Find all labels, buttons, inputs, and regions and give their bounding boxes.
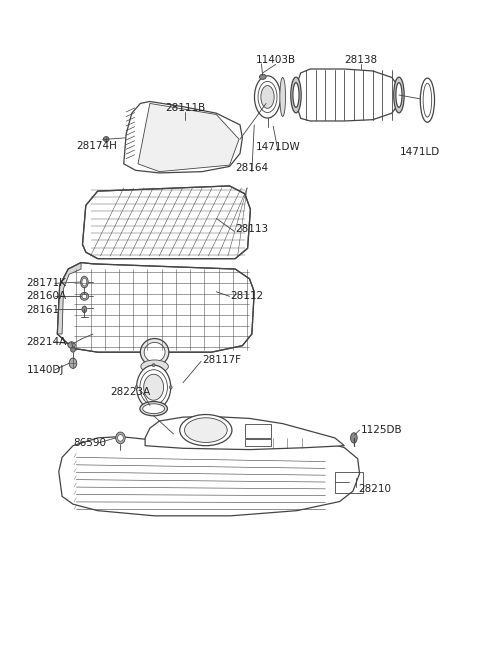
Polygon shape <box>59 433 360 516</box>
Polygon shape <box>57 263 81 334</box>
Polygon shape <box>145 417 344 449</box>
Polygon shape <box>138 103 239 172</box>
Ellipse shape <box>71 347 75 352</box>
Text: 28138: 28138 <box>345 55 378 65</box>
Ellipse shape <box>291 77 301 113</box>
Ellipse shape <box>396 83 402 107</box>
Ellipse shape <box>350 433 357 443</box>
Text: 28164: 28164 <box>235 163 268 174</box>
Ellipse shape <box>82 294 87 299</box>
Polygon shape <box>124 102 242 173</box>
Ellipse shape <box>68 342 75 348</box>
Ellipse shape <box>261 86 274 108</box>
Text: 1140DJ: 1140DJ <box>26 365 64 375</box>
Ellipse shape <box>143 404 165 413</box>
Ellipse shape <box>280 77 286 117</box>
Polygon shape <box>57 263 254 352</box>
Ellipse shape <box>140 339 169 365</box>
Ellipse shape <box>116 432 125 443</box>
Ellipse shape <box>80 292 89 300</box>
Ellipse shape <box>293 83 299 107</box>
Ellipse shape <box>103 136 109 141</box>
Ellipse shape <box>258 81 277 113</box>
Ellipse shape <box>254 76 281 118</box>
Text: 28111B: 28111B <box>165 103 205 113</box>
Text: 11403B: 11403B <box>255 55 296 65</box>
Ellipse shape <box>152 364 155 367</box>
Ellipse shape <box>152 407 155 411</box>
Text: 28113: 28113 <box>235 224 268 234</box>
Ellipse shape <box>69 358 77 368</box>
Text: 1471LD: 1471LD <box>400 147 441 157</box>
Bar <box>245 440 271 445</box>
Ellipse shape <box>184 418 227 442</box>
Ellipse shape <box>82 306 87 312</box>
Bar <box>245 424 271 438</box>
Ellipse shape <box>140 402 168 416</box>
Text: 28223A: 28223A <box>110 388 150 398</box>
Text: 28112: 28112 <box>230 291 264 301</box>
Text: 28214A: 28214A <box>26 337 67 346</box>
Polygon shape <box>83 186 251 259</box>
Text: 28171K: 28171K <box>26 278 66 288</box>
Ellipse shape <box>260 74 266 79</box>
Ellipse shape <box>118 435 123 441</box>
Text: 86590: 86590 <box>73 438 106 448</box>
Ellipse shape <box>144 343 165 362</box>
Text: 28117F: 28117F <box>202 355 241 365</box>
Text: 28210: 28210 <box>359 483 392 494</box>
Text: 28174H: 28174H <box>76 141 117 151</box>
Polygon shape <box>296 69 399 121</box>
Ellipse shape <box>141 360 168 373</box>
Ellipse shape <box>82 278 87 286</box>
Text: 1471DW: 1471DW <box>255 142 300 152</box>
Ellipse shape <box>420 78 434 122</box>
Ellipse shape <box>135 386 138 389</box>
Ellipse shape <box>423 83 432 117</box>
Ellipse shape <box>144 374 164 400</box>
Ellipse shape <box>394 77 404 113</box>
Ellipse shape <box>140 369 168 405</box>
Text: 28161: 28161 <box>26 305 60 315</box>
Ellipse shape <box>137 365 171 409</box>
Ellipse shape <box>81 276 88 288</box>
Bar <box>335 472 363 493</box>
Ellipse shape <box>180 415 232 445</box>
Text: 1125DB: 1125DB <box>361 425 403 435</box>
Ellipse shape <box>169 386 172 389</box>
Text: 28160A: 28160A <box>26 291 67 301</box>
